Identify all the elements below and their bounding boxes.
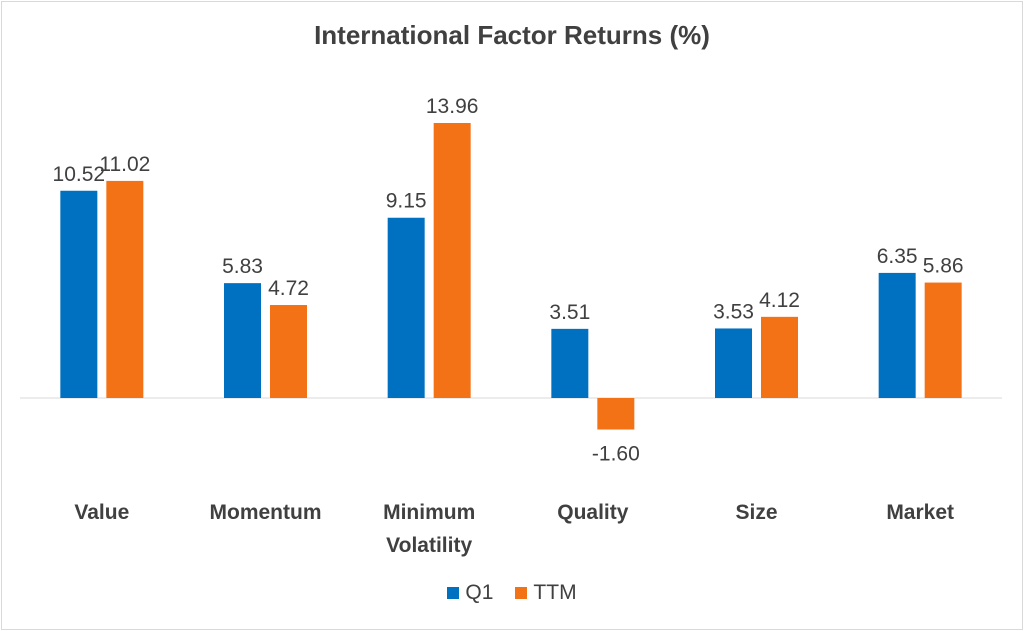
bar-q1-quality — [551, 328, 589, 398]
bar-ttm-size — [761, 316, 798, 398]
bar-ttm-quality — [597, 398, 635, 430]
data-label-ttm-size: 4.12 — [759, 289, 800, 312]
data-label-ttm-market: 5.86 — [923, 255, 964, 278]
legend-label-ttm: TTM — [533, 581, 577, 604]
data-label-q1-value: 10.52 — [53, 163, 106, 186]
data-label-q1-minimum-volatility: 9.15 — [386, 190, 427, 213]
bar-q1-value — [60, 190, 98, 398]
bar-ttm-minimum-volatility — [433, 122, 471, 398]
bar-q1-market — [878, 272, 916, 398]
data-label-ttm-minimum-volatility: 13.96 — [426, 95, 479, 118]
chart-title: International Factor Returns (%) — [314, 20, 710, 50]
category-label-quality: Quality — [557, 501, 629, 524]
data-label-ttm-value: 11.02 — [99, 153, 150, 176]
data-label-ttm-quality: -1.60 — [592, 443, 640, 466]
bar-q1-momentum — [224, 283, 261, 398]
bar-q1-size — [715, 328, 752, 398]
legend-swatch-q1 — [447, 587, 460, 599]
category-label-value: Value — [74, 501, 129, 524]
category-label-market: Market — [886, 501, 954, 524]
data-label-q1-market: 6.35 — [877, 245, 918, 268]
category-label-minimum-volatility-line-1: Minimum — [383, 501, 475, 524]
bar-ttm-market — [924, 282, 962, 398]
legend: Q1 TTM — [0, 581, 1024, 605]
bar-ttm-momentum — [270, 305, 307, 398]
data-label-q1-quality: 3.51 — [549, 301, 590, 324]
data-label-q1-size: 3.53 — [713, 300, 754, 323]
legend-label-q1: Q1 — [465, 581, 494, 604]
legend-item-q1: Q1 — [447, 581, 493, 605]
bar-ttm-value — [106, 180, 144, 398]
legend-swatch-ttm — [515, 587, 528, 599]
category-label-minimum-volatility-line-2: Volatility — [386, 534, 472, 557]
data-label-ttm-momentum: 4.72 — [268, 277, 309, 300]
category-label-momentum: Momentum — [210, 501, 322, 524]
legend-item-ttm: TTM — [515, 581, 577, 605]
data-label-q1-momentum: 5.83 — [222, 255, 263, 278]
category-label-size: Size — [735, 501, 777, 524]
bar-q1-minimum-volatility — [387, 217, 425, 398]
